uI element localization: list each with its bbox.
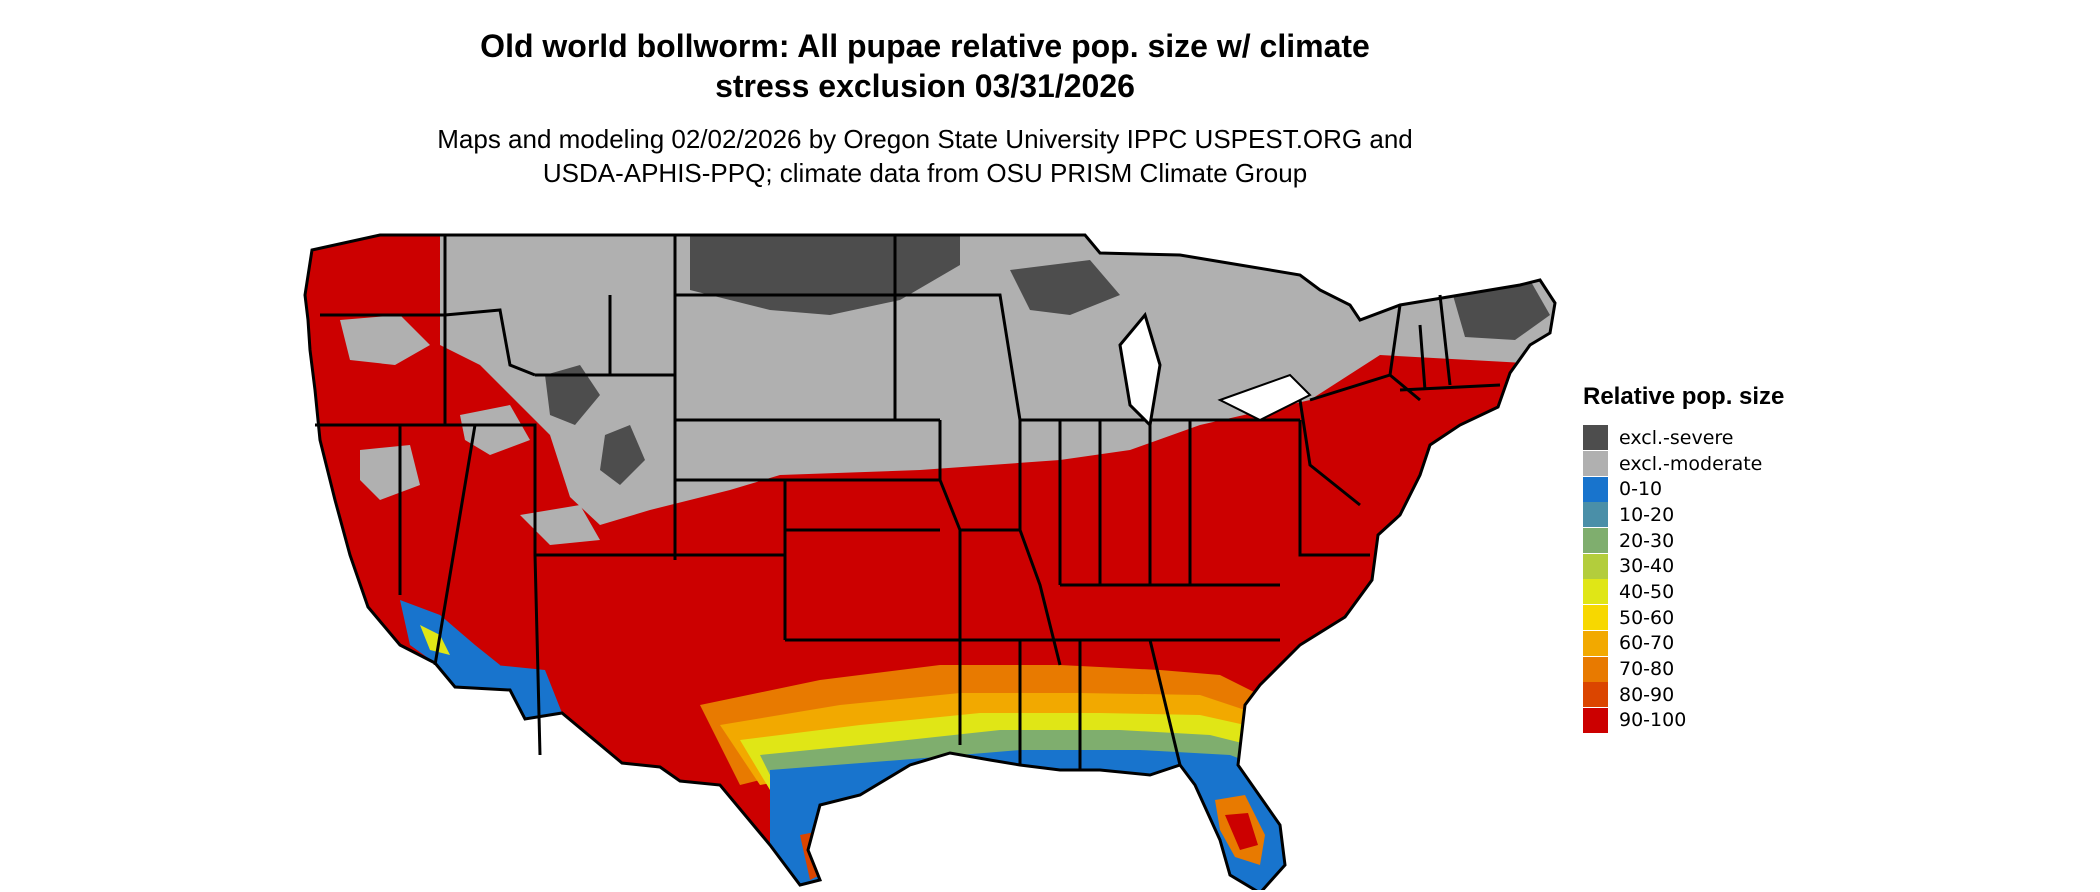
legend-swatch <box>1583 451 1608 477</box>
legend-swatch <box>1583 630 1608 656</box>
national-border <box>303 233 1557 890</box>
legend-swatch <box>1583 707 1608 733</box>
legend: Relative pop. size excl.-severe excl.-mod… <box>1583 383 1784 733</box>
legend-item: 90-100 <box>1583 707 1784 734</box>
lake-michigan <box>1118 311 1162 429</box>
title-line-1: Old world bollworm: All pupae relative p… <box>480 28 1370 64</box>
legend-items: excl.-severe excl.-moderate 0-10 10-20 20-30… <box>1583 425 1784 733</box>
legend-swatch <box>1583 528 1608 554</box>
subtitle-line-2: USDA-APHIS-PPQ; climate data from OSU PR… <box>542 158 1308 188</box>
legend-item: excl.-severe <box>1583 425 1784 451</box>
us-map <box>303 233 1557 890</box>
map-title: Old world bollworm: All pupae relative p… <box>300 26 1550 106</box>
legend-item: 80-90 <box>1583 682 1784 708</box>
legend-item: 70-80 <box>1583 656 1784 682</box>
title-line-2: stress exclusion 03/31/2026 <box>715 68 1135 104</box>
legend-swatch <box>1583 425 1608 451</box>
legend-label: 70-80 <box>1619 658 1675 681</box>
legend-label: 30-40 <box>1619 555 1675 578</box>
legend-item: 20-30 <box>1583 528 1784 554</box>
legend-label: 40-50 <box>1619 580 1675 603</box>
legend-label: excl.-moderate <box>1619 452 1763 475</box>
legend-label: 60-70 <box>1619 632 1675 655</box>
legend-label: excl.-severe <box>1619 426 1734 449</box>
map-subtitle: Maps and modeling 02/02/2026 by Oregon S… <box>300 122 1550 190</box>
legend-swatch <box>1583 476 1608 502</box>
legend-item: 30-40 <box>1583 553 1784 579</box>
legend-swatch <box>1583 553 1608 579</box>
legend-label: 50-60 <box>1619 606 1675 629</box>
legend-swatch <box>1583 579 1608 605</box>
legend-item: excl.-moderate <box>1583 451 1784 477</box>
lake-erie <box>1217 373 1312 422</box>
legend-item: 50-60 <box>1583 605 1784 631</box>
legend-item: 60-70 <box>1583 630 1784 657</box>
legend-swatch <box>1583 502 1608 528</box>
map-fill-layers <box>305 235 1555 890</box>
legend-swatch <box>1583 682 1608 708</box>
legend-swatch <box>1583 605 1608 631</box>
legend-label: 90-100 <box>1619 709 1687 732</box>
legend-label: 10-20 <box>1619 503 1675 526</box>
subtitle-line-1: Maps and modeling 02/02/2026 by Oregon S… <box>437 124 1413 154</box>
legend-item: 0-10 <box>1583 476 1784 502</box>
legend-item: 10-20 <box>1583 502 1784 528</box>
legend-item: 40-50 <box>1583 579 1784 605</box>
legend-label: 0-10 <box>1619 478 1663 501</box>
legend-label: 20-30 <box>1619 529 1675 552</box>
legend-title: Relative pop. size <box>1583 383 1785 410</box>
legend-swatch <box>1583 656 1608 682</box>
legend-label: 80-90 <box>1619 683 1675 706</box>
